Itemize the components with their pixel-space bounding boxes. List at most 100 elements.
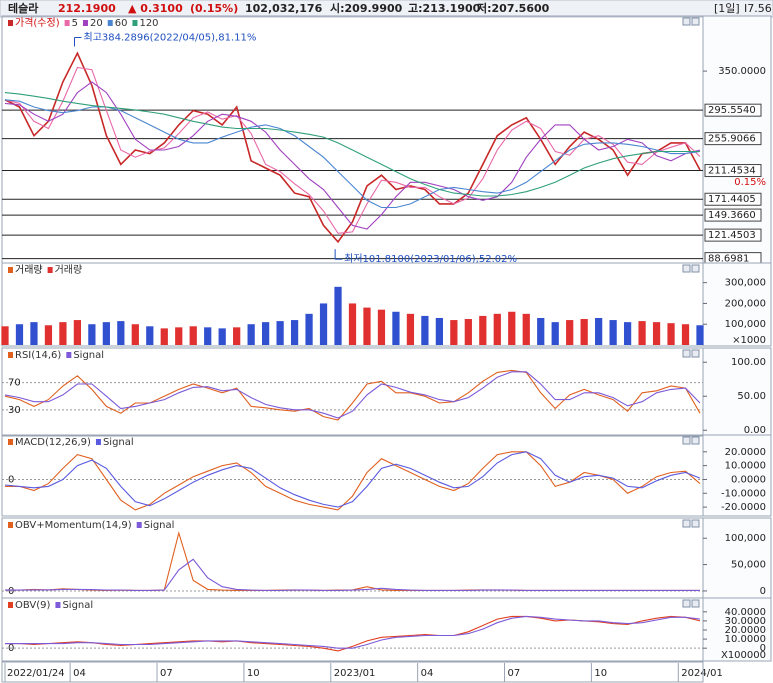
x-tick-label: 07 [160, 668, 173, 679]
legend-swatch [8, 352, 13, 358]
y-tick-label: 50,000 [731, 560, 766, 571]
level-label-box [704, 208, 762, 222]
x-axis-frame [1, 661, 704, 683]
volume-bar [160, 328, 168, 345]
legend-label: Signal [62, 600, 93, 611]
volume-bar [262, 322, 270, 345]
series-line [4, 369, 701, 421]
pane-button[interactable] [682, 17, 691, 26]
annotation: 최저101.8100(2023/01/06),52.02% [344, 253, 517, 265]
reference-label: 30 [8, 405, 21, 416]
volume-bar [522, 313, 530, 345]
series-line [5, 558, 700, 591]
legend-swatch [136, 522, 142, 528]
volume-bar [233, 327, 241, 345]
volume-bar [175, 327, 183, 345]
pane-button[interactable] [691, 519, 700, 528]
price: 212.1900 [58, 2, 116, 15]
pane-button[interactable] [691, 436, 700, 445]
volume-bar [146, 326, 154, 345]
y-tick-label: 0.0000 [731, 474, 766, 485]
y-tick-label: 10.0000 [725, 634, 766, 645]
legend-swatch [8, 602, 13, 608]
legend-swatch [132, 20, 138, 26]
level-label-box [704, 192, 762, 206]
pane-button[interactable] [691, 599, 700, 608]
x-tick-label: 04 [421, 668, 434, 679]
volume-bar [102, 322, 110, 345]
period[interactable]: [1일] [714, 1, 740, 15]
level-label-box [704, 164, 762, 178]
volume-bar [189, 326, 197, 345]
reference-label: 70 [8, 378, 21, 389]
series-line [4, 81, 701, 230]
extra: I7.56 [744, 2, 772, 15]
low: 저:207.5600 [477, 1, 550, 15]
axis-frame [702, 347, 772, 437]
pane-button[interactable] [682, 436, 691, 445]
y-tick-label: 20.0000 [725, 625, 766, 636]
pane-button[interactable] [682, 349, 691, 358]
volume-bar [566, 320, 574, 345]
volume-bar [667, 323, 675, 345]
last-change: 0.15% [734, 177, 766, 188]
y-tick-label: 10.0000 [725, 461, 766, 472]
legend-label: 60 [115, 18, 128, 29]
pane-button[interactable] [691, 264, 700, 273]
open: 시:209.9900 [330, 2, 403, 15]
level-label: 121.4503 [708, 230, 756, 241]
y-tick-label: 100.00 [731, 357, 766, 368]
y-tick-label: 100,000 [725, 533, 766, 544]
pane-button[interactable] [682, 264, 691, 273]
volume-bar [30, 322, 38, 345]
y-tick-label: 40.0000 [725, 607, 766, 618]
volume-bar [204, 327, 212, 345]
y-tick-label: 100,000 [725, 319, 766, 330]
volume-bar [73, 320, 82, 345]
volume-bar [276, 321, 284, 345]
legend-swatch [64, 20, 70, 26]
pane-button[interactable] [691, 349, 700, 358]
legend-swatch [8, 439, 13, 445]
volume-bar [348, 303, 357, 345]
pane-button[interactable] [682, 519, 691, 528]
volume-bar [218, 328, 226, 345]
axis-frame [702, 517, 772, 599]
volume-bar [450, 320, 458, 345]
volume-bar [696, 325, 704, 345]
x-tick-label: 10 [247, 668, 260, 679]
volume-bar [290, 320, 299, 345]
pane-button[interactable] [691, 17, 700, 26]
volume-bar [609, 320, 617, 345]
volume-bar [363, 307, 371, 345]
y-tick-label: 50.00 [737, 391, 766, 402]
legend-swatch [66, 352, 72, 358]
high: 고:213.1900 [408, 2, 481, 15]
axis-frame [702, 597, 772, 662]
pane-button[interactable] [682, 599, 691, 608]
series-line [4, 451, 701, 508]
series-line [5, 615, 701, 649]
legend-swatch [82, 20, 88, 26]
y-tick-label: 20.0000 [725, 447, 766, 458]
legend-label: OBV+Momentum(14,9) [15, 520, 132, 531]
legend-swatch [8, 267, 13, 273]
y-tick-label: 0 [760, 586, 766, 597]
level-label: 255.9066 [708, 134, 756, 145]
volume-bar [392, 311, 400, 345]
legend-swatch [47, 267, 53, 273]
x-tick-label: 2024/01 [681, 668, 723, 679]
legend-label: Signal [144, 520, 175, 531]
level-label: 88.6981 [708, 254, 749, 265]
volume-bar [59, 322, 67, 345]
volume-bar [334, 286, 342, 345]
volume-bar [15, 324, 24, 345]
legend-label: 20 [90, 18, 103, 29]
reference-label: 0 [8, 474, 14, 485]
change-pct: (0.15%) [190, 2, 238, 15]
legend-label: 거래량 [55, 264, 83, 276]
volume-bar [319, 303, 328, 345]
level-label: 295.5540 [708, 105, 756, 116]
unit-label: X100000 [721, 650, 766, 661]
